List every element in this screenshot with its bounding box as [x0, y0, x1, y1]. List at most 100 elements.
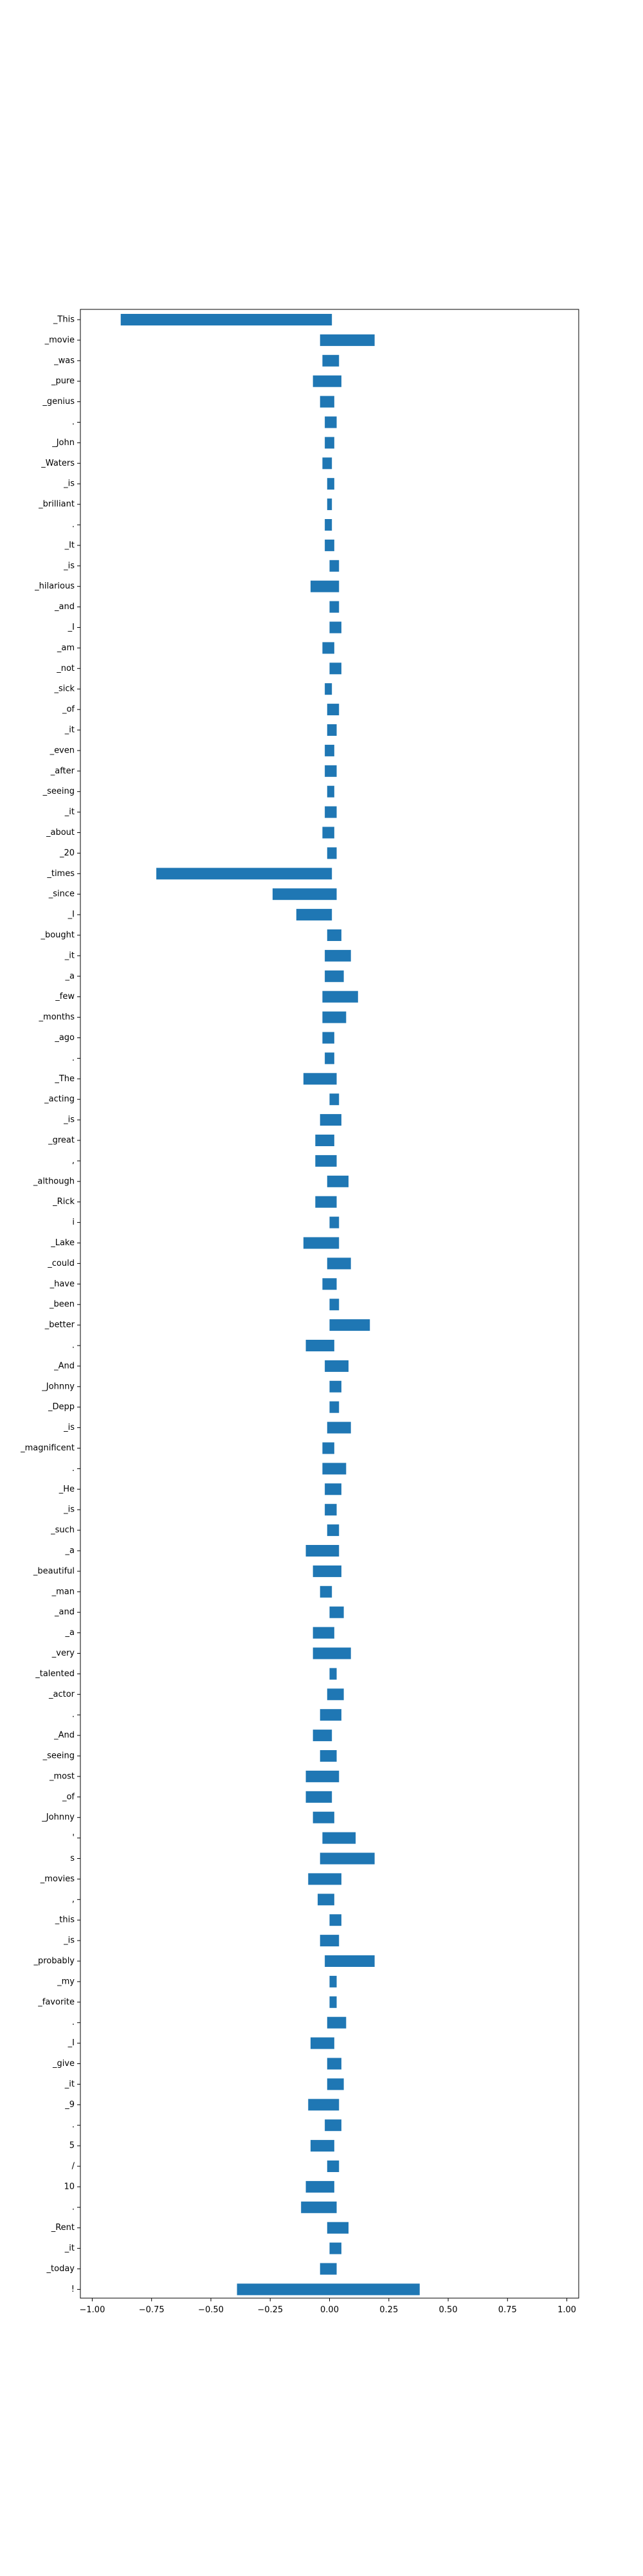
bar-87: [308, 2099, 340, 2111]
x-axis-ticks: −1.00 −0.75 −0.50 −0.25 0.00 0.25 0.50 0.75 1.00: [80, 2298, 576, 2315]
bar-28: [272, 888, 337, 900]
bar-0: [120, 314, 332, 325]
y-tick-label-86: _it: [64, 2079, 75, 2089]
bar-93: [327, 2222, 349, 2234]
bar-63: [329, 1606, 344, 1618]
y-tick-label-95: _today: [46, 2264, 75, 2274]
bar-4: [320, 396, 334, 408]
y-tick-label-91: 10: [64, 2182, 75, 2191]
bars-layer: [120, 314, 420, 2296]
bar-89: [310, 2140, 334, 2152]
bar-54: [327, 1421, 351, 1434]
bar-91: [305, 2180, 334, 2193]
bar-37: [303, 1073, 337, 1085]
y-tick-label-21: _even: [50, 745, 75, 755]
bar-25: [322, 827, 334, 839]
bar-68: [320, 1709, 341, 1721]
bar-12: [329, 560, 340, 572]
bar-94: [329, 2242, 341, 2254]
bar-41: [315, 1155, 337, 1167]
y-tick-label-38: _acting: [44, 1095, 75, 1104]
y-tick-label-84: _I: [68, 2038, 75, 2048]
bar-53: [329, 1401, 340, 1413]
bar-95: [320, 2263, 337, 2275]
y-tick-label-47: _have: [50, 1279, 75, 1289]
y-tick-label-3: _pure: [51, 376, 75, 386]
bar-3: [312, 375, 341, 387]
bar-90: [327, 2160, 340, 2172]
bar-80: [325, 1955, 375, 1967]
y-tick-label-34: _months: [39, 1012, 75, 1022]
bar-82: [329, 1996, 337, 2008]
y-tick-label-85: _give: [52, 2059, 75, 2069]
y-tick-label-30: _bought: [40, 931, 75, 940]
bar-20: [327, 724, 337, 736]
y-tick-label-67: _actor: [48, 1690, 75, 1699]
y-tick-label-46: _could: [47, 1259, 75, 1268]
x-tick-label-1: −0.75: [139, 2305, 165, 2315]
y-tick-label-51: _And: [53, 1361, 75, 1371]
y-tick-label-32: _a: [65, 971, 75, 981]
y-tick-label-36: .: [72, 1054, 75, 1063]
y-tick-label-13: _hilarious: [34, 581, 75, 591]
y-tick-label-81: _my: [57, 1977, 75, 1986]
y-tick-label-70: _seeing: [42, 1751, 75, 1761]
bar-56: [322, 1463, 347, 1475]
bar-66: [329, 1668, 337, 1680]
y-tick-label-15: _I: [68, 623, 75, 632]
y-tick-label-64: _a: [65, 1628, 75, 1638]
bar-26: [327, 847, 337, 859]
bar-58: [325, 1504, 337, 1516]
bar-1: [320, 334, 375, 346]
y-tick-label-5: .: [72, 417, 75, 427]
y-tick-label-20: _it: [64, 726, 75, 735]
y-tick-label-11: _It: [64, 540, 75, 550]
bar-9: [327, 498, 332, 511]
bar-34: [322, 1011, 347, 1023]
bar-72: [305, 1791, 332, 1803]
bar-43: [315, 1196, 337, 1208]
y-tick-label-83: .: [72, 2018, 75, 2027]
bar-36: [325, 1052, 334, 1064]
y-tick-label-56: .: [72, 1464, 75, 1474]
bar-6: [325, 437, 334, 449]
bar-23: [327, 785, 334, 798]
bar-76: [308, 1873, 341, 1885]
y-tick-label-10: .: [72, 520, 75, 530]
y-tick-label-48: _been: [49, 1300, 75, 1310]
y-tick-label-94: _it: [64, 2243, 75, 2253]
bar-86: [327, 2078, 344, 2090]
bar-44: [329, 1216, 340, 1229]
bar-16: [322, 642, 334, 654]
y-tick-label-45: _Lake: [50, 1238, 75, 1248]
y-tick-label-4: _genius: [42, 397, 75, 406]
y-tick-label-29: _I: [68, 910, 75, 920]
bar-15: [329, 621, 341, 634]
y-tick-label-31: _it: [64, 951, 75, 960]
y-tick-label-90: /: [72, 2162, 75, 2171]
y-tick-label-37: _The: [54, 1074, 75, 1084]
bar-79: [320, 1935, 340, 1947]
y-tick-label-58: _is: [63, 1505, 75, 1515]
y-tick-label-61: _beautiful: [33, 1566, 75, 1576]
plot-frame: [80, 309, 579, 2299]
x-tick-label-4: 0.00: [320, 2305, 339, 2315]
x-tick-label-2: −0.50: [198, 2305, 224, 2315]
bar-92: [301, 2201, 337, 2213]
y-tick-label-75: s: [70, 1854, 75, 1863]
bar-71: [305, 1770, 340, 1782]
bar-84: [310, 2037, 334, 2049]
x-tick-label-0: −1.00: [80, 2305, 105, 2315]
y-tick-label-87: _9: [64, 2100, 75, 2110]
bar-27: [156, 868, 332, 880]
y-tick-label-73: _Johnny: [41, 1813, 75, 1822]
bar-7: [322, 457, 332, 470]
bar-31: [325, 949, 351, 962]
y-tick-labels: _This _movie _was _pure _genius. _John _Waters…: [20, 315, 80, 2294]
bar-64: [312, 1627, 334, 1639]
y-tick-label-9: _brilliant: [38, 500, 75, 509]
x-tick-label-7: 0.75: [498, 2305, 517, 2315]
y-tick-label-76: _movies: [40, 1874, 75, 1884]
